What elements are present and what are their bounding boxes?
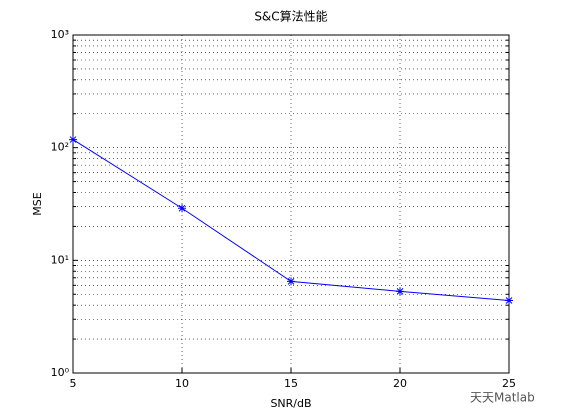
star-marker [287,277,295,286]
x-tick-label: 25 [502,377,516,390]
x-tick-label: 5 [70,377,77,390]
x-tick-label: 15 [284,377,298,390]
y-tick-label: 10² [51,141,69,154]
x-axis-label: SNR/dB [270,397,311,410]
star-marker [396,287,404,296]
y-axis-label: MSE [31,192,44,215]
y-tick-label: 10¹ [51,253,69,266]
y-tick-label: 10³ [51,28,69,41]
x-tick-label: 10 [175,377,189,390]
y-tick-label: 10⁰ [51,366,70,379]
watermark: 天天Matlab [470,391,535,405]
chart-title: S&C算法性能 [254,9,327,24]
star-marker [178,204,186,213]
star-marker [505,296,513,305]
x-tick-label: 20 [393,377,407,390]
star-marker [69,135,77,144]
axes-box [72,34,510,374]
